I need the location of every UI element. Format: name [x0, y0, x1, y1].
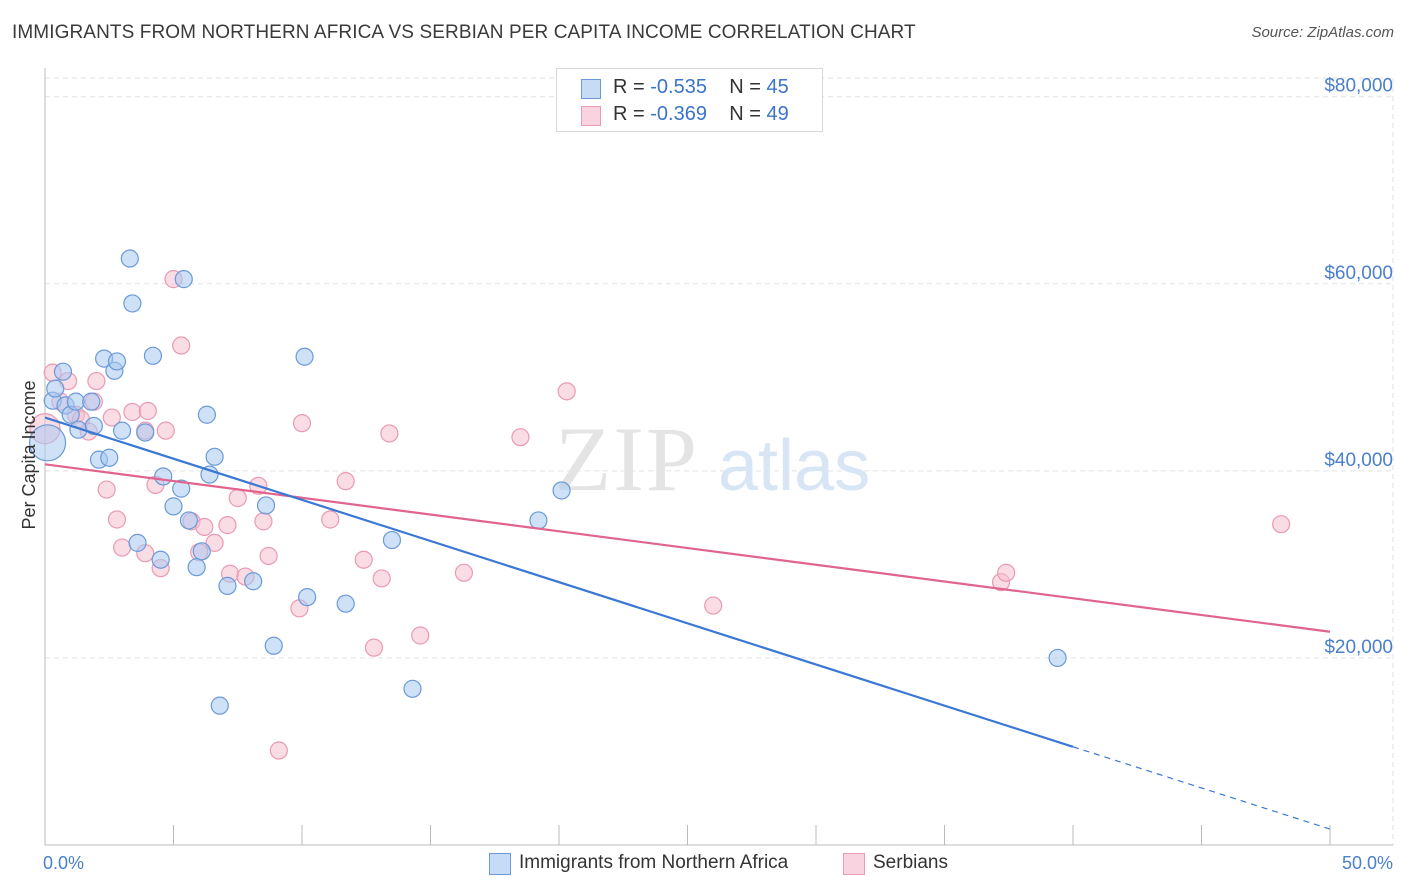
serbians-point: [228, 488, 247, 508]
x-tick-label-min: 0.0%: [43, 853, 84, 873]
serbians-point: [87, 371, 106, 391]
bottom-legend-label-pink: Serbians: [873, 852, 948, 873]
northern-africa-point: [172, 479, 191, 498]
serbians-point: [704, 596, 723, 615]
watermark-atlas: atlas: [718, 426, 870, 506]
serbians-trend-line: [44, 463, 1331, 633]
y-axis-label: Per Capita Income: [19, 380, 39, 529]
legend-text-blue: R = -0.535 N = 45: [613, 76, 789, 98]
northern-africa-point: [151, 550, 170, 569]
serbians-point: [364, 638, 384, 657]
legend-swatch-pink: [581, 106, 601, 126]
northern-africa-point: [154, 467, 173, 486]
serbians-point: [138, 401, 157, 421]
northern-africa-point: [529, 511, 548, 530]
legend-swatch-blue: [581, 79, 601, 99]
serbians-point: [557, 382, 576, 401]
serbians-point: [372, 569, 391, 588]
bottom-legend-swatch-pink: [843, 853, 865, 875]
y-tick-label: $60,000: [1324, 263, 1393, 284]
x-tick-label-max: 50.0%: [1342, 853, 1393, 873]
source-label: Source: ZipAtlas.com: [1251, 24, 1394, 41]
northern-africa-point: [107, 352, 127, 371]
northern-africa-point: [336, 594, 355, 613]
serbians-point: [354, 550, 373, 569]
northern-africa-point: [197, 405, 217, 424]
serbians-point: [123, 402, 142, 422]
serbians-point: [321, 510, 340, 529]
serbians-point: [454, 563, 474, 582]
serbians-point: [172, 336, 191, 355]
northern-africa-point: [179, 511, 199, 530]
watermark-zip: ZIP: [555, 408, 699, 510]
serbians-point: [254, 512, 273, 531]
northern-africa-point: [128, 533, 147, 552]
northern-africa-point: [123, 294, 142, 313]
northern-africa-point: [552, 481, 571, 500]
northern-africa-point: [120, 249, 139, 268]
y-tick-label: $20,000: [1324, 637, 1393, 658]
northern-africa-point: [174, 270, 193, 289]
northern-africa-trend-extension: [1072, 746, 1331, 830]
northern-africa-point: [1048, 648, 1067, 668]
northern-africa-point: [53, 362, 73, 381]
northern-africa-point: [295, 347, 314, 366]
northern-africa-point: [187, 558, 206, 577]
serbians-point: [218, 516, 237, 535]
northern-africa-point: [164, 497, 183, 516]
northern-africa-point: [82, 392, 101, 411]
y-tick-labels: $20,000 $40,000 $60,000 $80,000: [1324, 76, 1393, 658]
northern-africa-point: [136, 423, 155, 442]
northern-africa-point: [112, 421, 132, 440]
serbians-point: [1272, 515, 1291, 534]
northern-africa-point: [100, 448, 119, 467]
serbians-point: [97, 480, 116, 499]
serbians-point: [269, 741, 288, 760]
serbians-point: [380, 424, 399, 443]
northern-africa-point: [256, 496, 276, 515]
northern-africa-point: [264, 636, 283, 655]
northern-africa-point: [84, 416, 103, 436]
northern-africa-point: [66, 392, 85, 411]
northern-africa-point: [143, 346, 163, 365]
northern-africa-trend-line: [44, 416, 1074, 748]
northern-africa-point: [205, 447, 224, 466]
serbians-points: [29, 270, 1291, 760]
northern-africa-point: [244, 572, 263, 591]
bottom-legend-swatch-blue: [489, 853, 511, 875]
northern-africa-point: [298, 588, 317, 607]
serbians-point: [336, 472, 355, 491]
y-tick-label: $40,000: [1324, 450, 1393, 471]
bottom-legend-label-blue: Immigrants from Northern Africa: [519, 852, 789, 873]
serbians-point: [411, 626, 430, 645]
serbians-point: [511, 428, 530, 447]
northern-africa-point: [382, 530, 402, 550]
northern-africa-point: [210, 696, 229, 715]
serbians-point: [107, 510, 127, 529]
serbians-point: [102, 408, 121, 427]
northern-africa-point: [192, 542, 211, 561]
correlation-legend: R = -0.535 N = 45 R = -0.369 N = 49: [556, 68, 823, 132]
northern-africa-points: [28, 249, 1067, 715]
serbians-point: [195, 517, 214, 537]
legend-text-pink: R = -0.369 N = 49: [613, 103, 789, 125]
northern-africa-point: [28, 424, 67, 462]
serbians-point: [997, 563, 1016, 582]
serbians-point: [292, 414, 312, 433]
serbians-point: [156, 421, 175, 440]
watermark: ZIP atlas: [555, 408, 870, 510]
northern-africa-point: [200, 465, 219, 484]
northern-africa-point: [218, 576, 237, 596]
y-tick-label: $80,000: [1324, 76, 1393, 97]
grid-lines: [45, 77, 1394, 845]
serbians-point: [205, 533, 224, 552]
serbians-point: [259, 546, 278, 566]
northern-africa-point: [46, 379, 65, 398]
northern-africa-point: [403, 679, 422, 698]
serbians-point: [112, 538, 132, 557]
chart-title: IMMIGRANTS FROM NORTHERN AFRICA VS SERBI…: [12, 22, 916, 43]
trend-lines: [44, 416, 1331, 830]
